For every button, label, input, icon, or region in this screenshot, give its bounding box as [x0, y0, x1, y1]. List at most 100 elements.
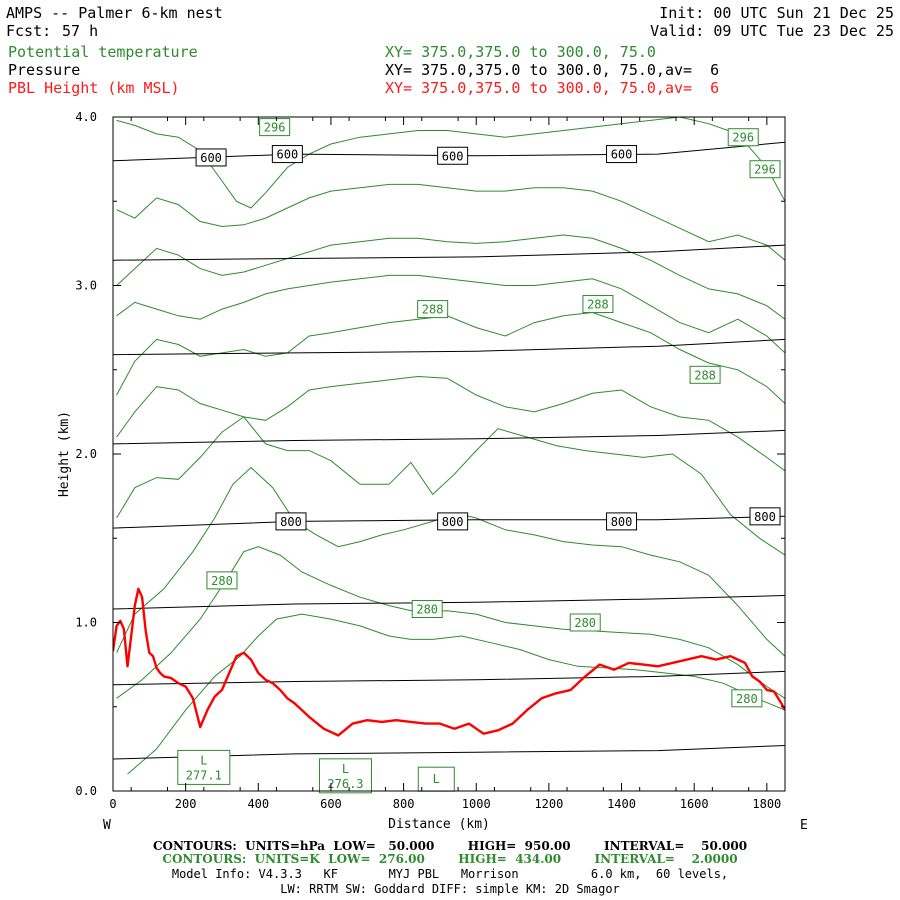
field-theta-xy: XY= 375.0,375.0 to 300.0, 75.0: [385, 43, 656, 61]
theta-label-3: 288: [417, 300, 449, 319]
west-label: W: [103, 818, 111, 833]
svg-text:800: 800: [754, 510, 776, 524]
theta-label-7: 280: [411, 600, 443, 619]
east-label: E: [800, 818, 808, 833]
y-tick-label: 3.0: [75, 279, 97, 293]
pressure-label-5: 800: [437, 512, 469, 531]
low-center-value: 276.3: [327, 777, 363, 791]
svg-text:280: 280: [416, 603, 438, 617]
x-tick-label: 600: [320, 797, 342, 811]
x-tick-label: 800: [393, 797, 415, 811]
theta-label-6: 280: [206, 571, 238, 590]
theta-label-9: 280: [731, 689, 763, 708]
field-pbl-name: PBL Height (km MSL): [8, 79, 180, 97]
low-center-2: L: [417, 766, 455, 792]
svg-text:280: 280: [211, 574, 233, 588]
pressure-label-0: 600: [195, 148, 227, 167]
init-time: Init: 00 UTC Sun 21 Dec 25: [659, 4, 894, 22]
theta-contour-8: [116, 183, 785, 261]
x-tick-label: 1800: [752, 797, 781, 811]
svg-text:288: 288: [587, 298, 609, 312]
forecast-label: Fcst:: [6, 22, 52, 40]
theta-label-8: 280: [569, 613, 601, 632]
forecast-value: 57 h: [62, 22, 99, 40]
svg-text:600: 600: [200, 151, 222, 165]
svg-text:280: 280: [736, 692, 758, 706]
footer-pressure-contours: CONTOURS: UNITS=hPa LOW= 50.000 HIGH= 95…: [152, 839, 748, 853]
svg-text:296: 296: [754, 163, 776, 177]
theta-label-0: 296: [259, 118, 291, 137]
theta-label-2: 296: [749, 160, 781, 179]
x-tick-label: 1000: [462, 797, 491, 811]
svg-text:296: 296: [732, 131, 754, 145]
low-center-value: 277.1: [186, 768, 222, 782]
footer-theta-contours: CONTOURS: UNITS=K LOW= 276.00 HIGH= 434.…: [162, 852, 738, 866]
pressure-contour-6: [113, 244, 785, 261]
svg-text:800: 800: [442, 515, 464, 529]
svg-text:800: 800: [280, 515, 302, 529]
svg-text:600: 600: [611, 148, 633, 162]
contour-labels: 600 600 600 600 800 800 800 800 296 296 296 288 288 2…: [195, 118, 781, 708]
pbl-height-line: [113, 587, 785, 737]
y-tick-label: 0.0: [75, 784, 97, 798]
pressure-contour-4: [113, 429, 785, 445]
footer-physics: LW: RRTM SW: Goddard DIFF: simple KM: 2D…: [280, 882, 620, 896]
theta-contour-3: [116, 416, 785, 556]
axes: 0 200 400 600 800 1000 1200 1400 1600 1800 0.0 1.0 2…: [57, 110, 808, 833]
pressure-label-6: 800: [606, 512, 638, 531]
svg-text:288: 288: [694, 368, 716, 382]
pressure-contour-2: [113, 595, 785, 610]
pressure-contours: [113, 141, 785, 760]
theta-contour-2: [116, 466, 785, 657]
svg-text:800: 800: [611, 515, 633, 529]
low-center-label: L: [342, 762, 349, 776]
pressure-contour-5: [113, 338, 785, 356]
theta-label-5: 288: [689, 365, 721, 384]
pressure-label-1: 600: [271, 145, 303, 164]
pressure-contour-7: [113, 141, 785, 162]
pbl-height-series: [113, 587, 785, 737]
x-tick-label: 0: [109, 797, 116, 811]
field-pressure-xy: XY= 375.0,375.0 to 300.0, 75.0,av= 6: [385, 61, 720, 79]
y-tick-label: 1.0: [75, 616, 97, 630]
x-axis-label: Distance (km): [388, 817, 490, 832]
theta-contour-4: [116, 375, 785, 472]
model-title: AMPS -- Palmer 6-km nest: [6, 4, 223, 22]
theta-label-1: 296: [727, 128, 759, 147]
x-tick-label: 200: [175, 797, 197, 811]
pressure-contour-3: [113, 515, 785, 529]
svg-text:280: 280: [574, 616, 596, 630]
pressure-label-2: 600: [437, 146, 469, 165]
plot-frame: [112, 116, 786, 792]
low-center-label: L: [200, 753, 207, 767]
theta-label-4: 288: [582, 295, 614, 314]
field-theta-name: Potential temperature: [8, 43, 198, 61]
y-tick-label: 2.0: [75, 447, 97, 461]
y-tick-label: 4.0: [75, 110, 97, 124]
field-pbl-xy: XY= 375.0,375.0 to 300.0, 75.0,av= 6: [385, 79, 720, 97]
theta-contour-7: [116, 234, 785, 320]
svg-text:600: 600: [277, 148, 299, 162]
pressure-label-7: 800: [749, 507, 781, 526]
pressure-label-3: 600: [606, 145, 638, 164]
svg-text:600: 600: [442, 149, 464, 163]
x-tick-label: 1400: [607, 797, 636, 811]
x-tick-label: 1600: [680, 797, 709, 811]
pressure-contour-1: [113, 670, 785, 686]
valid-time: Valid: 09 UTC Tue 23 Dec 25: [650, 22, 894, 40]
x-tick-label: 400: [247, 797, 269, 811]
y-axis-label: Height (km): [57, 411, 72, 497]
footer-model-info: Model Info: V4.3.3 KF MYJ PBL Morrison 6…: [171, 867, 729, 881]
theta-contour-5: [116, 311, 785, 404]
svg-text:288: 288: [422, 303, 444, 317]
x-tick-label: 1200: [534, 797, 563, 811]
theta-contour-6: [116, 274, 785, 354]
pressure-contour-0: [113, 745, 785, 760]
pressure-label-4: 800: [275, 512, 307, 531]
svg-text:296: 296: [264, 121, 286, 135]
field-pressure-name: Pressure: [8, 61, 81, 79]
